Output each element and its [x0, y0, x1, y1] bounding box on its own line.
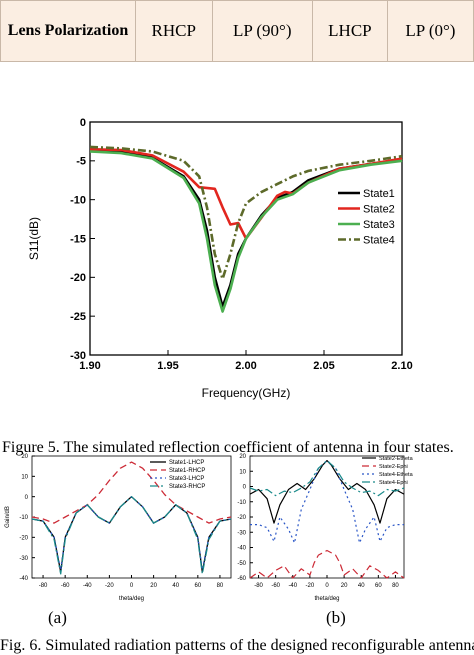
- legend-label: State3-RHCP: [169, 484, 205, 490]
- table-header-cell: Lens Polarization: [0, 0, 136, 62]
- legend-label: State1: [363, 188, 395, 200]
- legend-label: State4-Ephi: [379, 480, 408, 486]
- y-tick-label: -40: [19, 576, 28, 582]
- x-tick-label: 2.10: [391, 360, 412, 372]
- y-tick-label: 20: [21, 454, 28, 460]
- y-tick-label: -20: [19, 535, 28, 541]
- y-tick-label: -10: [19, 515, 28, 521]
- y-axis-label: Gain/dB: [5, 506, 11, 528]
- x-tick-label: -60: [271, 583, 280, 589]
- subfigure-label-b: (b): [326, 608, 346, 627]
- y-tick-label: -20: [70, 272, 86, 284]
- y-tick-label: -30: [237, 530, 246, 536]
- series-line-state4-etheta: [250, 460, 404, 544]
- y-tick-label: 0: [25, 495, 29, 501]
- table: Lens Polarization RHCP LP (90°) LHCP LP …: [0, 0, 474, 62]
- y-tick-label: -50: [237, 561, 246, 567]
- series-line-state1: [89, 148, 403, 309]
- legend-label: State1-LHCP: [169, 460, 204, 466]
- y-tick-label: 0: [80, 117, 86, 129]
- legend-label: State3: [363, 219, 395, 231]
- x-axis-label: theta/deg: [119, 596, 144, 602]
- y-tick-label: -10: [70, 195, 86, 207]
- table-cell: LHCP: [311, 0, 388, 62]
- legend-label: State1-RHCP: [169, 468, 205, 474]
- x-tick-label: -60: [61, 583, 70, 589]
- y-tick-label: -5: [76, 156, 86, 168]
- legend-label: State4: [363, 234, 395, 246]
- y-tick-label: -20: [237, 515, 246, 521]
- x-tick-label: 0: [325, 583, 329, 589]
- pattern-chart-a: -80 -60 -40 -20 0 20 40 60 80 20 10 0 -10 -20 -30 -40 th…: [5, 454, 232, 602]
- x-tick-label: 60: [194, 583, 201, 589]
- table-cell: LP (90°): [211, 0, 313, 62]
- x-tick-label: -40: [288, 583, 297, 589]
- legend-label: State2-Etheta: [379, 456, 414, 462]
- s11-chart: 1.90 1.95 2.00 2.05 2.10 0 -5 -10 -15 -20 -25 -30 Fr…: [27, 117, 413, 400]
- x-tick-label: 80: [392, 583, 399, 589]
- x-tick-label: 80: [217, 583, 224, 589]
- x-tick-label: 40: [172, 583, 179, 589]
- y-tick-label: 0: [243, 485, 247, 491]
- x-axis-label: theta/deg: [314, 596, 339, 602]
- y-tick-label: -15: [70, 233, 86, 245]
- y-tick-label: 20: [239, 454, 246, 460]
- x-tick-label: 0: [130, 583, 134, 589]
- x-tick-label: 40: [358, 583, 365, 589]
- figure-5-caption: Figure 5. The simulated reflection coeff…: [2, 439, 454, 456]
- y-tick-label: -10: [237, 500, 246, 506]
- x-tick-label: -80: [39, 583, 48, 589]
- x-tick-label: -80: [254, 583, 263, 589]
- series-line-state2-etheta: [249, 460, 405, 524]
- y-tick-label: -30: [19, 556, 28, 562]
- y-tick-label: -25: [70, 311, 86, 323]
- y-tick-label: -60: [237, 576, 246, 582]
- y-axis-label: Gain/dB: [236, 506, 237, 528]
- legend-label: State4-Etheta: [379, 472, 414, 478]
- x-tick-label: 20: [150, 583, 157, 589]
- figure-6-caption: Fig. 6. Simulated radiation patterns of …: [0, 637, 474, 654]
- x-tick-label: 1.90: [79, 360, 100, 372]
- table-cell: RHCP: [135, 0, 213, 62]
- x-axis-label: Frequency(GHz): [202, 386, 291, 400]
- y-tick-label: 10: [239, 469, 246, 475]
- y-tick-label: 10: [21, 474, 28, 480]
- y-tick-label: -40: [237, 546, 246, 552]
- x-tick-label: 1.95: [157, 360, 178, 372]
- series-line-state4-ephi: [249, 460, 405, 497]
- legend-label: State2: [363, 203, 395, 215]
- x-tick-label: 60: [375, 583, 382, 589]
- lens-polarization-table: Lens Polarization RHCP LP (90°) LHCP LP …: [0, 0, 474, 62]
- x-tick-label: 2.05: [313, 360, 334, 372]
- table-cell: LP (0°): [386, 0, 474, 62]
- table-row: Lens Polarization RHCP LP (90°) LHCP LP …: [0, 0, 474, 62]
- y-tick-label: -30: [70, 350, 86, 362]
- series-line-state2-ephi: [249, 549, 405, 579]
- series-line-state3: [89, 150, 403, 313]
- x-tick-label: 20: [341, 583, 348, 589]
- x-tick-label: 2.00: [235, 360, 256, 372]
- series-line-state1-rhcp: [31, 461, 232, 524]
- pattern-chart-b: -80 -60 -40 -20 0 20 40 60 80 20 10 0 -10 -20 -30 -40 -5…: [236, 454, 414, 602]
- subfigure-label-a: (a): [48, 608, 67, 627]
- series-line-state3-rhcp: [31, 496, 232, 575]
- legend-label: State3-LHCP: [169, 476, 204, 482]
- x-tick-label: -20: [105, 583, 114, 589]
- x-tick-label: -40: [83, 583, 92, 589]
- x-tick-label: -20: [306, 583, 315, 589]
- legend-label: State2-Ephi: [379, 464, 408, 470]
- y-axis-label: S11(dB): [27, 217, 41, 260]
